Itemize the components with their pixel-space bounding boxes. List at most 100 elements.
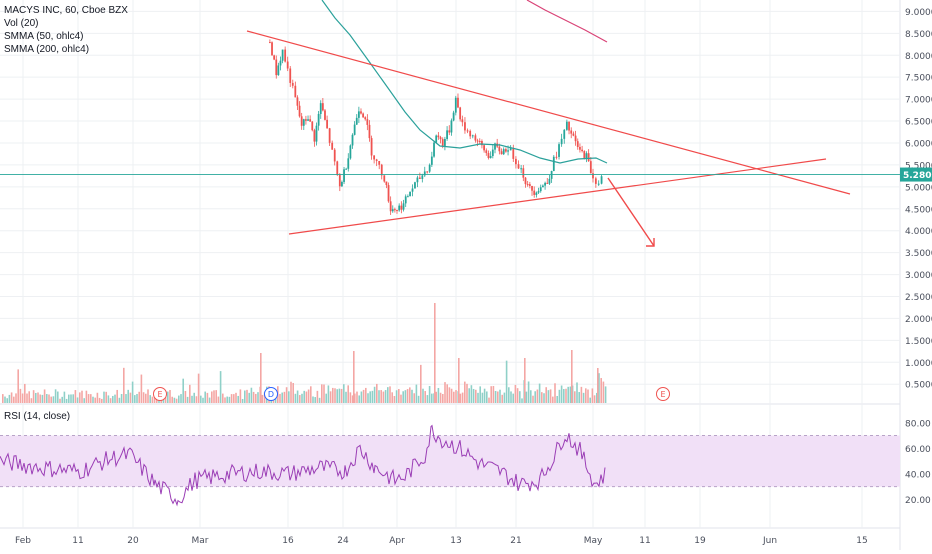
volume-bar xyxy=(164,395,167,403)
candle-body xyxy=(380,164,383,176)
upper-trendline[interactable] xyxy=(246,30,851,195)
candle-body xyxy=(570,130,573,134)
candle-body xyxy=(317,113,320,126)
volume-bar xyxy=(589,397,591,403)
candle-body xyxy=(414,182,416,189)
volume-bar xyxy=(349,392,352,403)
volume-bar xyxy=(422,388,424,403)
volume-bar xyxy=(178,395,180,403)
candle-body xyxy=(507,150,509,152)
event-marker[interactable] xyxy=(656,387,670,401)
volume-bar xyxy=(585,388,587,403)
candle-body xyxy=(273,55,276,60)
candle-body xyxy=(378,160,381,165)
volume-bar xyxy=(395,390,398,403)
volume-bar xyxy=(597,368,599,403)
candle-body xyxy=(351,134,354,146)
volume-bar xyxy=(541,392,543,403)
volume-bar xyxy=(206,392,209,403)
volume-bar xyxy=(134,395,136,403)
time-tick-label: 11 xyxy=(72,536,83,546)
candle-body xyxy=(464,122,466,131)
symbol-legend[interactable]: MACYS INC, 60, Cboe BZX xyxy=(4,5,128,16)
time-tick-label: Feb xyxy=(15,536,31,546)
candle-body xyxy=(504,149,507,152)
volume-bar xyxy=(492,386,495,403)
volume-bar xyxy=(173,397,176,403)
last-price-label-bg xyxy=(900,167,932,182)
volume-bar xyxy=(593,395,596,403)
volume-bar xyxy=(552,396,554,403)
volume-bar xyxy=(301,393,303,403)
candle-body xyxy=(435,135,438,143)
volume-bar xyxy=(281,392,283,403)
volume-bar xyxy=(318,397,321,403)
projection-arrow[interactable] xyxy=(607,177,655,247)
candle-body xyxy=(494,143,496,150)
smma50-legend[interactable]: SMMA (50, ohlc4) xyxy=(4,31,84,42)
volume-bar xyxy=(431,393,433,403)
volume-bar xyxy=(437,387,440,403)
volume-bar xyxy=(303,390,305,403)
volume-bar xyxy=(167,391,169,403)
candle-body xyxy=(457,97,459,108)
volume-bar xyxy=(378,390,380,403)
volume-bar xyxy=(21,393,24,403)
volume-bar xyxy=(571,350,573,403)
time-tick-label: 11 xyxy=(639,536,650,546)
candle-body xyxy=(461,119,464,123)
candle-body xyxy=(326,119,328,129)
candle-body xyxy=(452,112,455,121)
volume-bar xyxy=(314,397,316,403)
event-marker[interactable] xyxy=(264,387,278,401)
volume-bar xyxy=(145,393,147,403)
volume-bar xyxy=(41,394,44,403)
lower-trendline[interactable] xyxy=(288,158,827,235)
candle-body xyxy=(594,178,597,184)
rsi-tick-label: 60.00 xyxy=(905,445,931,455)
volume-bar xyxy=(434,303,436,403)
candle-body xyxy=(459,107,462,120)
volume-legend[interactable]: Vol (20) xyxy=(4,18,39,29)
volume-bar xyxy=(373,386,376,403)
smma200-line xyxy=(526,0,608,43)
volume-bar xyxy=(428,386,431,403)
rsi-legend[interactable]: RSI (14, close) xyxy=(4,411,71,422)
candle-body xyxy=(487,153,490,158)
volume-bar xyxy=(248,392,250,403)
volume-bar xyxy=(600,378,602,403)
candle-body xyxy=(572,133,575,136)
volume-bar xyxy=(483,388,486,403)
volume-bar xyxy=(580,386,583,403)
volume-bar xyxy=(189,384,191,403)
candle-body xyxy=(307,119,309,121)
projection-arrowhead[interactable] xyxy=(646,238,655,247)
volume-bar xyxy=(112,395,114,403)
price-tick-label: 3.5000 xyxy=(905,249,932,259)
candle-body xyxy=(271,42,273,56)
event-marker[interactable] xyxy=(153,387,167,401)
smma200-legend[interactable]: SMMA (200, ohlc4) xyxy=(4,44,90,55)
volume-bar xyxy=(376,383,378,403)
volume-bar xyxy=(353,351,355,403)
volume-bar xyxy=(466,383,468,403)
volume-bar xyxy=(524,358,526,403)
candle-body xyxy=(481,140,483,146)
candle-body xyxy=(370,138,373,156)
candle-body xyxy=(574,135,577,142)
candle-body xyxy=(597,183,600,185)
candle-body xyxy=(531,185,533,191)
volume-bar xyxy=(327,385,330,403)
volume-bar xyxy=(74,390,77,403)
volume-bar xyxy=(6,398,8,403)
candle-body xyxy=(533,190,536,195)
candle-body xyxy=(522,168,525,178)
volume-bar xyxy=(17,369,19,403)
volume-bar xyxy=(129,392,132,403)
volume-bar xyxy=(250,387,253,403)
volume-bar xyxy=(490,386,492,403)
volume-bar xyxy=(312,396,314,403)
volume-bar xyxy=(61,396,63,403)
